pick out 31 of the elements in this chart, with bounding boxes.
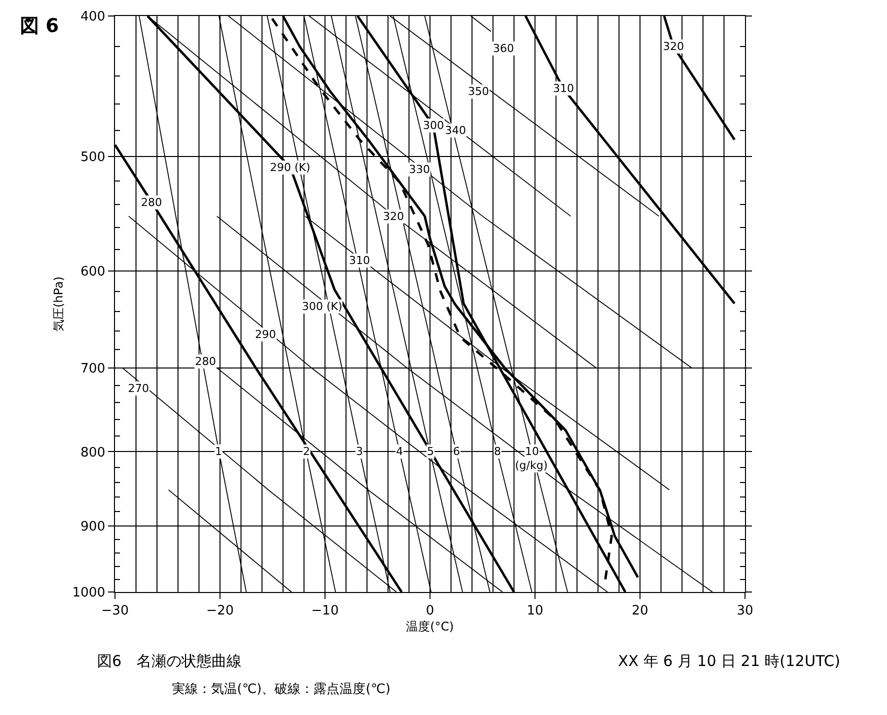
y-tick-label: 800 <box>80 445 106 460</box>
annotation: 340 <box>445 124 466 137</box>
x-tick-label: −20 <box>206 604 234 619</box>
x-tick-label: 0 <box>426 604 434 619</box>
annotation: (g/kg) <box>515 459 548 472</box>
annotation: 330 <box>409 163 430 176</box>
annotation: 270 <box>128 382 149 395</box>
annotation: 290 <box>255 328 276 341</box>
x-tick-label: −10 <box>311 604 339 619</box>
text: XX 年 6 月 10 日 21 時(12UTC) <box>618 652 840 670</box>
x-tick-label: −30 <box>101 604 129 619</box>
text: 実線：気温(℃)、破線：露点温度(℃) <box>172 681 390 697</box>
annotation: 280 <box>195 355 216 368</box>
x-tick-label: 30 <box>736 604 754 619</box>
y-tick-label: 1000 <box>72 586 106 601</box>
y-tick-label: 600 <box>80 264 106 280</box>
annotation: 360 <box>493 42 514 55</box>
x-tick-label: 10 <box>526 604 544 619</box>
x-tick-label: 20 <box>632 604 648 619</box>
x-axis-title: 温度(°C) <box>406 620 454 634</box>
y-axis-title: 気圧(hPa) <box>52 276 66 332</box>
chart-title: 図 6 <box>20 15 59 37</box>
annotation: 350 <box>468 85 489 98</box>
y-tick-label: 900 <box>80 519 106 534</box>
y-tick-label: 700 <box>80 361 106 376</box>
annotation: 310 <box>349 254 370 267</box>
annotation: 10 <box>525 445 539 458</box>
y-tick-label: 400 <box>80 10 106 25</box>
caption: 図6 名瀬の状態曲線 <box>97 652 242 670</box>
annotation: 300 (K) <box>302 300 342 313</box>
y-tick-label: 500 <box>80 150 106 165</box>
